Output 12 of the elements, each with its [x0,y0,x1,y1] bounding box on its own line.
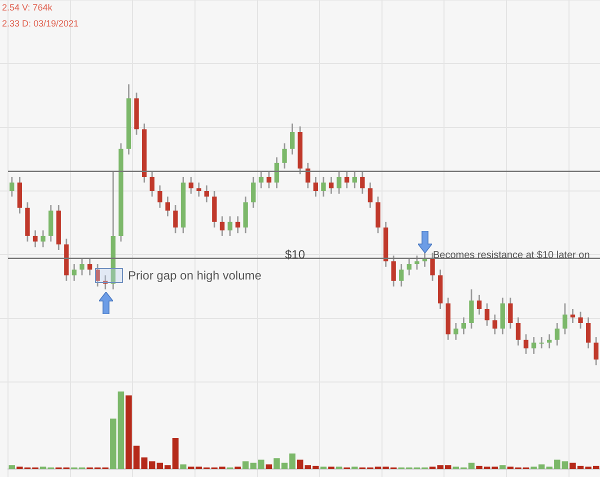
bar [296,460,304,469]
bar [242,461,249,469]
text: 2.33 D: 03/19/2021 [2,18,79,28]
annotation: Becomes resistance at $10 later on [433,250,590,261]
bar [266,464,272,469]
bar [500,465,506,469]
annotation: Prior gap on high volume [128,268,262,282]
candlestick [539,337,544,348]
bar [8,465,16,469]
text: 2.54 V: 764k [2,2,53,12]
annotation: $10 [285,247,306,262]
bar [180,464,186,469]
